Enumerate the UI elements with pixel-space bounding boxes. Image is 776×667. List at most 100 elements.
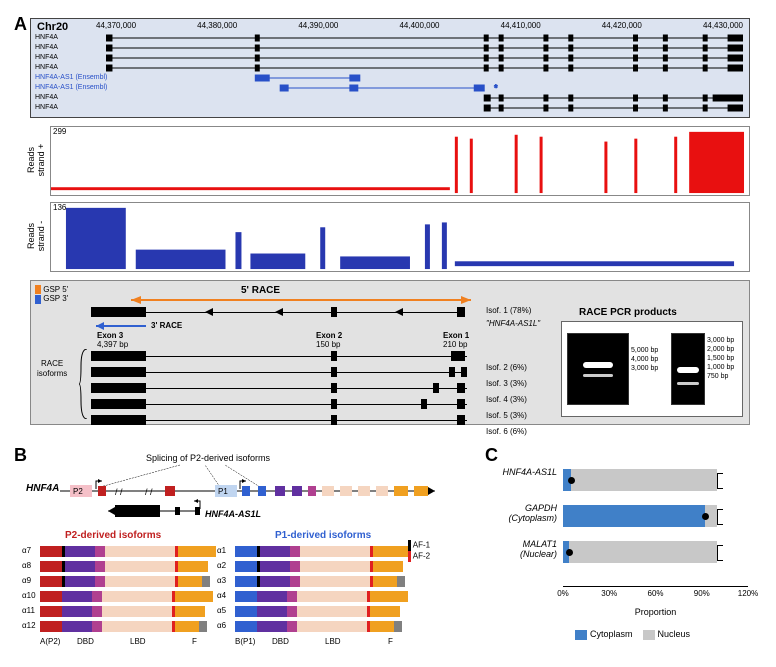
error-bar [717, 545, 723, 561]
bar-rows: HNF4A-AS1L GAPDH(Cytoplasm) MALAT1(Nucle… [563, 467, 748, 565]
gel3-size-2: 1,500 bp [707, 354, 734, 363]
isoform-name: α7 [22, 546, 31, 555]
isoform-row: α6 [235, 620, 425, 634]
isoform-row: α8 [40, 560, 230, 574]
panel-c: C HNF4A-AS1L GAPDH(Cytoplasm) MALAT1(Nuc… [485, 445, 770, 650]
isoform-row: α1 [235, 545, 425, 559]
dom-bp1: B(P1) [235, 637, 255, 646]
error-bar [717, 509, 723, 525]
panel-a-label: A [14, 14, 27, 35]
gsp3-label: GSP 3' [43, 294, 68, 303]
genome-browser: Chr20 44,370,000 44,380,000 44,390,000 4… [30, 18, 750, 118]
isoform-name: α5 [217, 606, 226, 615]
bar-cyto [563, 505, 705, 527]
cyto-swatch [575, 630, 587, 640]
bar-gene-label: GAPDH(Cytoplasm) [485, 503, 557, 523]
gel5-size-0: 5,000 bp [631, 346, 658, 355]
dom-dbd2: DBD [272, 637, 289, 646]
xtick-3: 90% [694, 589, 710, 598]
panel-b: B Splicing of P2-derived isoforms P2 / /… [10, 445, 450, 650]
gsp3-swatch [35, 295, 41, 304]
isoform-row: α2 [235, 560, 425, 574]
reads-minus-track: 136 [50, 202, 750, 272]
dom-lbd2: LBD [325, 637, 341, 646]
af1-swatch [408, 540, 411, 551]
gsp-legend: GSP 5' GSP 3' [35, 285, 68, 304]
race-isoform-row [91, 381, 481, 395]
bar-marker [702, 513, 709, 520]
race-isoform-rows [91, 349, 481, 429]
af2-label: AF-2 [413, 552, 430, 561]
x-axis: 0% 30% 60% 90% 120% [563, 586, 748, 587]
hnf4a-schematic: Splicing of P2-derived isoforms P2 / / /… [40, 461, 440, 521]
main-isoform-name: "HNF4A-AS1L" [486, 316, 540, 332]
race-diagram: 5' RACE [91, 287, 481, 417]
track-name-6: HNF4A [35, 93, 107, 103]
leg-nuc: Nucleus [658, 629, 691, 639]
af-legend: AF-1 AF-2 [408, 540, 430, 562]
iso-label-4: Isof. 4 (3%) [486, 392, 540, 408]
p1-title: P1-derived isoforms [275, 530, 371, 541]
gel-title: RACE PCR products [579, 307, 677, 318]
bar-nuc [571, 469, 717, 491]
exon1-size: 210 bp [443, 340, 467, 349]
isoform-name: α4 [217, 591, 226, 600]
svg-text:P2: P2 [73, 487, 83, 496]
track-labels: HNF4A HNF4A HNF4A HNF4A HNF4A-AS1 (Ensem… [35, 33, 107, 113]
isoform-row: α5 [235, 605, 425, 619]
error-bar [717, 473, 723, 489]
isoform-name: α8 [22, 561, 31, 570]
gel5-size-2: 3,000 bp [631, 364, 658, 373]
iso-label-3: Isof. 3 (3%) [486, 376, 540, 392]
svg-text:/ /: / / [115, 487, 123, 497]
iso-label-5: Isof. 5 (3%) [486, 408, 540, 424]
gel5-sizes: 5,000 bp 4,000 bp 3,000 bp [631, 346, 658, 373]
c-legend: Cytoplasm Nucleus [575, 629, 690, 640]
bar-marker [568, 477, 575, 484]
p1-isoform-group: α1α2α3α4α5α6 [235, 545, 425, 635]
bar-row: GAPDH(Cytoplasm) [563, 503, 748, 529]
bar-row: HNF4A-AS1L [563, 467, 748, 493]
track-name-3: HNF4A [35, 63, 107, 73]
main-isoform-row [91, 305, 481, 319]
leg-cyto: Cytoplasm [590, 629, 633, 639]
isoform-name: α12 [22, 621, 36, 630]
reads-plus-track: 299 [50, 126, 750, 196]
coord-2: 44,390,000 [298, 21, 338, 31]
race-isoform-row [91, 397, 481, 411]
reads-minus-max: 136 [53, 203, 66, 212]
x-title: Proportion [563, 607, 748, 617]
track-name-5: HNF4A-AS1 (Ensembl) [35, 83, 107, 93]
dom-lbd1: LBD [130, 637, 146, 646]
isoform-row: α3 [235, 575, 425, 589]
gene-tracks-svg: * [106, 33, 743, 116]
gel-5race [567, 333, 629, 405]
race-panel: GSP 5' GSP 3' 5' RACE [30, 280, 750, 425]
isoform-row: α9 [40, 575, 230, 589]
gel-3race [671, 333, 705, 405]
iso-label-2: Isof. 2 (6%) [486, 360, 540, 376]
isoform-name: α6 [217, 621, 226, 630]
gel3-size-0: 3,000 bp [707, 336, 734, 345]
xtick-0: 0% [557, 589, 569, 598]
splicing-label: Splicing of P2-derived isoforms [146, 453, 270, 463]
reads-plus-svg [51, 127, 749, 195]
af2-swatch [408, 551, 411, 562]
race-isoform-row [91, 413, 481, 427]
exon1-label: Exon 1 [443, 331, 469, 340]
isoform-name: α3 [217, 576, 226, 585]
p2-isoform-group: α7α8α9α10α11α12 [40, 545, 230, 635]
isoform-name: α10 [22, 591, 36, 600]
isoform-row: α7 [40, 545, 230, 559]
race3-title: 3' RACE [151, 321, 182, 330]
track-area: * [106, 33, 743, 116]
coord-6: 44,430,000 [703, 21, 743, 31]
isoform-row: α12 [40, 620, 230, 634]
gel3-size-3: 1,000 bp [707, 363, 734, 372]
track-name-1: HNF4A [35, 43, 107, 53]
gsp5-swatch [35, 285, 41, 294]
exon2-size: 150 bp [316, 340, 340, 349]
track-name-2: HNF4A [35, 53, 107, 63]
xtick-1: 30% [601, 589, 617, 598]
iso-label-6: Isof. 6 (6%) [486, 424, 540, 440]
